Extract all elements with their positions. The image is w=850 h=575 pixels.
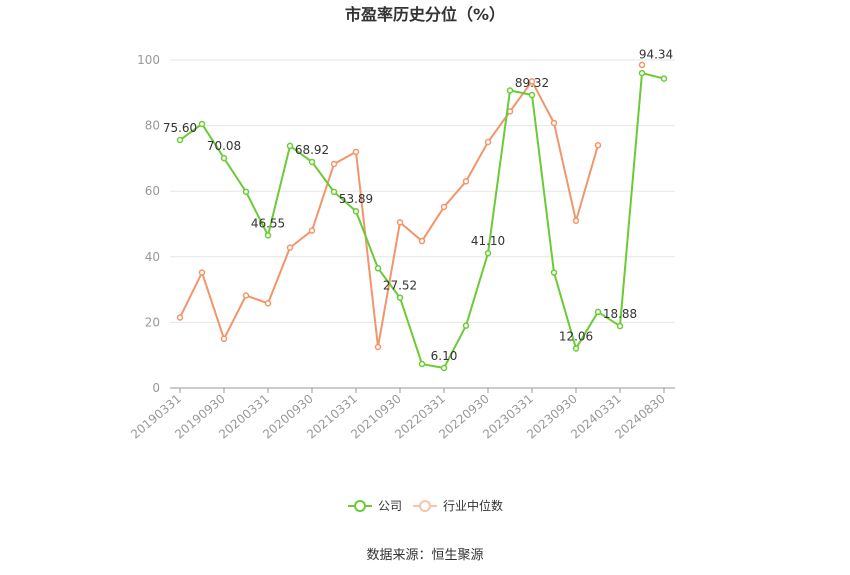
legend-company-label: 公司 bbox=[378, 499, 402, 513]
data-point[interactable] bbox=[242, 188, 250, 196]
data-point[interactable] bbox=[484, 138, 492, 146]
grid-lines bbox=[170, 59, 675, 389]
x-axis: 2019033120190930202003312020093020210331… bbox=[128, 387, 675, 442]
data-point[interactable] bbox=[418, 237, 426, 245]
series-company bbox=[176, 69, 668, 372]
series-line bbox=[179, 80, 599, 348]
chart-title: 市盈率历史分位（%） bbox=[345, 5, 505, 24]
data-point[interactable] bbox=[176, 314, 184, 321]
data-point[interactable] bbox=[396, 294, 404, 301]
data-point[interactable] bbox=[638, 61, 646, 69]
data-point[interactable] bbox=[660, 75, 668, 82]
data-point[interactable] bbox=[286, 244, 294, 251]
data-point[interactable] bbox=[594, 142, 602, 149]
legend-company-marker bbox=[354, 500, 366, 512]
data-point[interactable] bbox=[440, 364, 448, 372]
legend[interactable]: 公司 行业中位数 bbox=[348, 498, 503, 513]
data-point[interactable] bbox=[198, 269, 206, 276]
legend-item-company[interactable]: 公司 bbox=[348, 499, 402, 513]
data-label: 12.06 bbox=[559, 329, 593, 343]
data-point[interactable] bbox=[440, 203, 448, 211]
data-point[interactable] bbox=[198, 120, 206, 128]
data-point[interactable] bbox=[176, 136, 184, 144]
data-point[interactable] bbox=[352, 207, 360, 215]
legend-item-industry[interactable]: 行业中位数 bbox=[413, 498, 503, 513]
data-point[interactable] bbox=[396, 219, 404, 226]
data-point[interactable] bbox=[594, 308, 602, 316]
data-label: 70.08 bbox=[207, 139, 241, 153]
y-tick-label: 0 bbox=[152, 381, 160, 395]
y-tick-label: 60 bbox=[145, 184, 160, 198]
data-point[interactable] bbox=[484, 249, 492, 257]
data-label: 46.55 bbox=[251, 216, 285, 230]
data-labels: 75.60 70.08 46.55 68.92 53.89 27.52 6.10 41.10 8… bbox=[163, 48, 673, 363]
data-label: 68.92 bbox=[295, 143, 329, 157]
data-point[interactable] bbox=[352, 148, 360, 156]
data-point[interactable] bbox=[330, 188, 338, 196]
data-label: 89.32 bbox=[515, 76, 549, 90]
y-tick-label: 20 bbox=[145, 315, 160, 329]
y-tick-label: 100 bbox=[137, 53, 160, 67]
data-point[interactable] bbox=[220, 335, 228, 343]
data-point[interactable] bbox=[374, 343, 382, 351]
data-label: 41.10 bbox=[471, 234, 505, 248]
data-point[interactable] bbox=[308, 158, 316, 166]
data-point[interactable] bbox=[330, 160, 338, 168]
data-point[interactable] bbox=[572, 217, 580, 224]
data-point[interactable] bbox=[616, 322, 624, 330]
data-point[interactable] bbox=[572, 345, 580, 352]
data-point[interactable] bbox=[528, 91, 536, 99]
data-point[interactable] bbox=[264, 232, 272, 239]
legend-industry-marker bbox=[419, 500, 431, 512]
data-point[interactable] bbox=[462, 178, 470, 185]
series-layer bbox=[176, 61, 668, 372]
data-label: 18.88 bbox=[603, 307, 637, 321]
data-label: 27.52 bbox=[383, 279, 417, 293]
data-label: 75.60 bbox=[163, 121, 197, 135]
data-point[interactable] bbox=[550, 119, 558, 127]
data-point[interactable] bbox=[374, 265, 382, 272]
data-point[interactable] bbox=[308, 227, 316, 234]
y-axis: 0 20 40 60 80 100 bbox=[137, 53, 160, 395]
data-point[interactable] bbox=[462, 322, 470, 329]
source-text: 数据来源：恒生聚源 bbox=[366, 548, 483, 563]
data-label: 6.10 bbox=[431, 349, 458, 363]
legend-industry-label: 行业中位数 bbox=[443, 498, 503, 513]
data-label: 53.89 bbox=[339, 192, 373, 206]
data-point[interactable] bbox=[220, 154, 228, 162]
data-point[interactable] bbox=[242, 292, 250, 299]
data-label: 94.34 bbox=[639, 48, 673, 62]
data-point[interactable] bbox=[506, 87, 514, 94]
y-tick-label: 80 bbox=[145, 119, 160, 133]
y-tick-label: 40 bbox=[145, 250, 160, 264]
series-industry bbox=[176, 61, 646, 351]
data-point[interactable] bbox=[418, 360, 426, 368]
data-point[interactable] bbox=[638, 69, 646, 77]
data-point[interactable] bbox=[286, 142, 294, 150]
data-point[interactable] bbox=[550, 269, 558, 276]
data-point[interactable] bbox=[264, 300, 272, 307]
data-point[interactable] bbox=[528, 78, 536, 85]
